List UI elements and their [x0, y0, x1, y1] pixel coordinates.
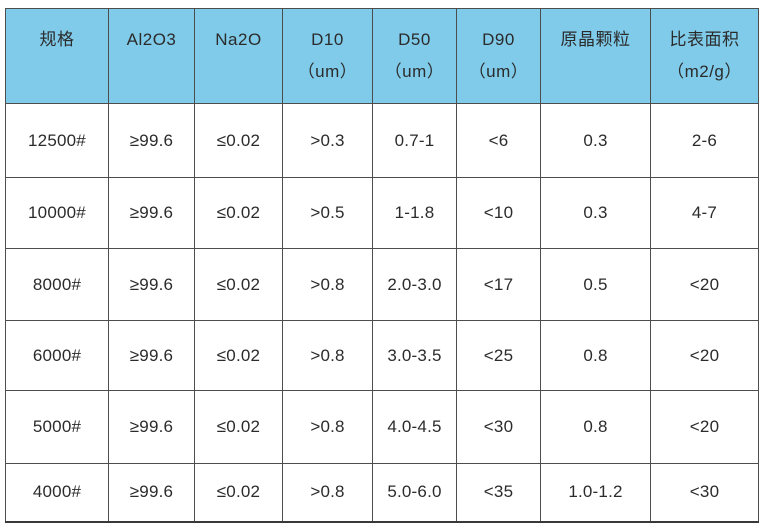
table-cell-d90: <6	[456, 103, 541, 178]
table-cell-d90: <10	[456, 177, 541, 249]
header-label: 规格	[39, 30, 75, 49]
table-row-10000: 10000# ≥99.6 ≤0.02 >0.5 1-1.8 <10 0.3 4-7	[5, 177, 759, 249]
header-label: 比表面积	[669, 30, 740, 49]
table-cell-d50: 2.0-3.0	[372, 248, 457, 321]
header-label: D10	[311, 30, 344, 49]
header-cell-d10: D10 （um）	[282, 8, 373, 104]
table-cell-spec: 12500#	[5, 103, 109, 178]
header-label: Na2O	[215, 30, 262, 49]
header-sublabel	[110, 56, 194, 88]
table-cell-na2o: ≤0.02	[194, 103, 283, 178]
table-cell-d10: >0.8	[282, 390, 373, 464]
table-cell-d50: 4.0-4.5	[372, 390, 457, 464]
table-cell-d10: >0.8	[282, 320, 373, 391]
table-row-6000: 6000# ≥99.6 ≤0.02 >0.8 3.0-3.5 <25 0.8 <20	[5, 320, 759, 391]
table-cell-primary-crystal-size: 1.0-1.2	[540, 463, 651, 522]
table-cell-spec: 6000#	[5, 320, 109, 391]
header-sublabel	[7, 56, 108, 88]
table-cell-d10: >0.8	[282, 463, 373, 522]
table-cell-na2o: ≤0.02	[194, 248, 283, 321]
table-cell-al2o3: ≥99.6	[108, 320, 195, 391]
table-cell-d50: 1-1.8	[372, 177, 457, 249]
table-cell-primary-crystal-size: 0.3	[540, 103, 651, 178]
table-cell-specific-surface-area: <30	[650, 463, 759, 522]
table-cell-na2o: ≤0.02	[194, 390, 283, 464]
table-cell-al2o3: ≥99.6	[108, 390, 195, 464]
table-cell-spec: 4000#	[5, 463, 109, 522]
header-sublabel: （um）	[384, 62, 445, 81]
table-body: 12500# ≥99.6 ≤0.02 >0.3 0.7-1 <6 0.3 2-6 10000# ≥…	[5, 103, 759, 522]
table-cell-na2o: ≤0.02	[194, 320, 283, 391]
table-cell-specific-surface-area: 4-7	[650, 177, 759, 249]
table-cell-d50: 5.0-6.0	[372, 463, 457, 522]
table-row-12500: 12500# ≥99.6 ≤0.02 >0.3 0.7-1 <6 0.3 2-6	[5, 103, 759, 178]
header-cell-al2o3: Al2O3	[108, 8, 195, 104]
table-cell-primary-crystal-size: 0.8	[540, 390, 651, 464]
table-cell-specific-surface-area: <20	[650, 248, 759, 321]
header-sublabel: （m2/g）	[667, 62, 742, 81]
header-sublabel	[542, 56, 650, 88]
header-cell-na2o: Na2O	[194, 8, 283, 104]
spec-table: 规格 Al2O3 Na2O D10 （um） D50 （um） D90 （um） 原晶颗粒 比表面积…	[5, 8, 759, 523]
table-cell-d90: <35	[456, 463, 541, 522]
table-row-8000: 8000# ≥99.6 ≤0.02 >0.8 2.0-3.0 <17 0.5 <20	[5, 248, 759, 321]
table-row-5000: 5000# ≥99.6 ≤0.02 >0.8 4.0-4.5 <30 0.8 <20	[5, 390, 759, 464]
table-cell-al2o3: ≥99.6	[108, 177, 195, 249]
header-sublabel	[196, 56, 282, 88]
table-cell-primary-crystal-size: 0.5	[540, 248, 651, 321]
table-cell-spec: 8000#	[5, 248, 109, 321]
table-cell-na2o: ≤0.02	[194, 177, 283, 249]
table-cell-d50: 3.0-3.5	[372, 320, 457, 391]
table-cell-na2o: ≤0.02	[194, 463, 283, 522]
table-cell-primary-crystal-size: 0.8	[540, 320, 651, 391]
header-sublabel: （um）	[297, 62, 358, 81]
header-cell-specific-surface-area: 比表面积 （m2/g）	[650, 8, 759, 104]
table-cell-d90: <25	[456, 320, 541, 391]
table-cell-al2o3: ≥99.6	[108, 103, 195, 178]
table-cell-d10: >0.3	[282, 103, 373, 178]
table-cell-d10: >0.8	[282, 248, 373, 321]
header-sublabel: （um）	[468, 62, 529, 81]
header-cell-spec: 规格	[5, 8, 109, 104]
table-cell-d90: <17	[456, 248, 541, 321]
table-cell-primary-crystal-size: 0.3	[540, 177, 651, 249]
header-label: D90	[482, 30, 515, 49]
header-cell-d50: D50 （um）	[372, 8, 457, 104]
table-cell-d90: <30	[456, 390, 541, 464]
table-cell-specific-surface-area: <20	[650, 390, 759, 464]
header-cell-primary-crystal-size: 原晶颗粒	[540, 8, 651, 104]
table-row-4000: 4000# ≥99.6 ≤0.02 >0.8 5.0-6.0 <35 1.0-1.2 <30	[5, 463, 759, 522]
table-cell-specific-surface-area: <20	[650, 320, 759, 391]
table-cell-specific-surface-area: 2-6	[650, 103, 759, 178]
header-row: 规格 Al2O3 Na2O D10 （um） D50 （um） D90 （um） 原晶颗粒 比表面积…	[5, 8, 759, 104]
table-cell-spec: 10000#	[5, 177, 109, 249]
header-cell-d90: D90 （um）	[456, 8, 541, 104]
header-label: 原晶颗粒	[560, 30, 631, 49]
table-cell-al2o3: ≥99.6	[108, 248, 195, 321]
table-cell-spec: 5000#	[5, 390, 109, 464]
header-label: D50	[398, 30, 431, 49]
table-cell-al2o3: ≥99.6	[108, 463, 195, 522]
table-cell-d50: 0.7-1	[372, 103, 457, 178]
table-cell-d10: >0.5	[282, 177, 373, 249]
header-label: Al2O3	[126, 30, 177, 49]
